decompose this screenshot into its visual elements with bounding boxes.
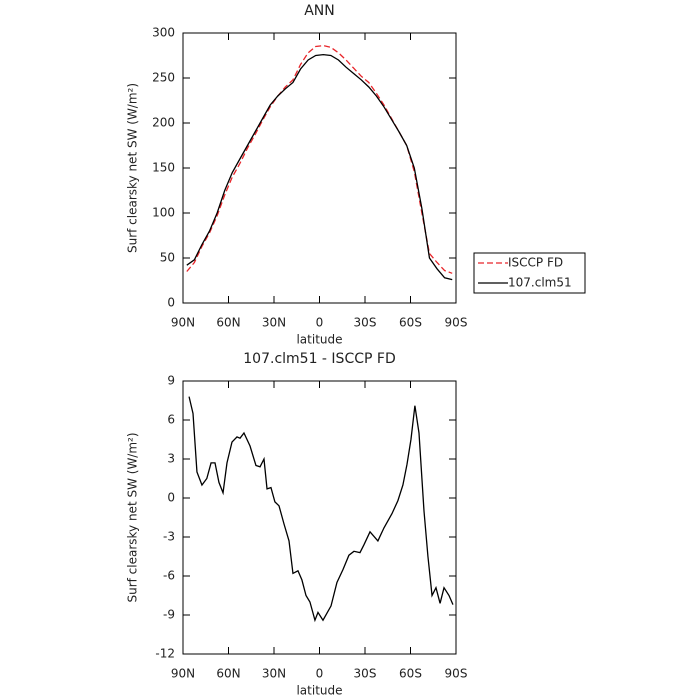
x-tick-label: 30N <box>262 667 286 681</box>
x-tick-label: 0 <box>316 667 324 681</box>
data-line <box>186 44 453 274</box>
legend-label: ISCCP FD <box>508 256 563 270</box>
x-axis-label: latitude <box>296 684 342 698</box>
y-tick-label: 50 <box>160 251 175 265</box>
data-line <box>188 396 454 623</box>
y-tick-label: -9 <box>163 608 175 622</box>
data-line <box>186 53 453 281</box>
x-tick-label: 60N <box>216 667 240 681</box>
y-tick-label: 300 <box>152 26 175 40</box>
x-axis-label: latitude <box>296 333 342 347</box>
x-tick-label: 30S <box>354 316 377 330</box>
legend-box <box>473 252 586 294</box>
y-tick-label: -12 <box>155 647 175 661</box>
x-tick-label: 90S <box>445 316 468 330</box>
x-tick-label: 90N <box>171 667 195 681</box>
y-tick-label: 100 <box>152 206 175 220</box>
x-tick-label: 60S <box>399 667 422 681</box>
x-tick-label: 60N <box>216 316 240 330</box>
y-tick-label: 0 <box>167 296 175 310</box>
x-tick-label: 30N <box>262 316 286 330</box>
y-axis-label: Surf clearsky net SW (W/m²) <box>126 432 140 602</box>
y-tick-label: -6 <box>163 569 175 583</box>
plot-frame <box>182 32 457 304</box>
y-axis-label: Surf clearsky net SW (W/m²) <box>126 83 140 253</box>
y-tick-label: 200 <box>152 116 175 130</box>
y-tick-label: -3 <box>163 530 175 544</box>
legend-label: 107.clm51 <box>508 276 572 290</box>
x-tick-label: 90S <box>445 667 468 681</box>
x-tick-label: 90N <box>171 316 195 330</box>
y-tick-label: 3 <box>167 452 175 466</box>
y-tick-label: 250 <box>152 71 175 85</box>
x-tick-label: 30S <box>354 667 377 681</box>
chart-title: ANN <box>304 3 335 19</box>
plot-frame <box>182 380 457 655</box>
x-tick-label: 0 <box>316 316 324 330</box>
x-tick-label: 60S <box>399 316 422 330</box>
chart-title: 107.clm51 - ISCCP FD <box>243 351 395 367</box>
y-tick-label: 150 <box>152 161 175 175</box>
y-tick-label: 0 <box>167 491 175 505</box>
y-tick-label: 6 <box>167 413 175 427</box>
y-tick-label: 9 <box>167 374 175 388</box>
